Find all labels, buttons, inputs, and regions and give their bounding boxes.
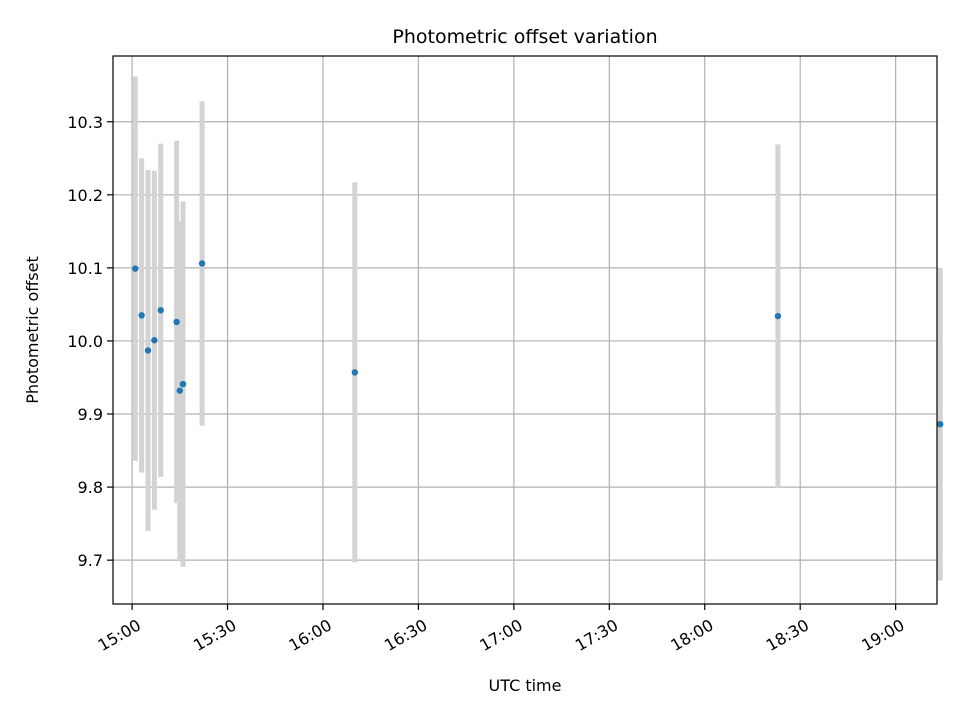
y-tick-label: 9.9 [78, 405, 103, 424]
y-tick-label: 10.0 [67, 332, 103, 351]
data-point [351, 369, 358, 376]
x-axis-label: UTC time [489, 676, 562, 695]
data-point [179, 380, 187, 388]
y-tick-label: 9.8 [78, 478, 103, 497]
x-tick-label: 16:00 [286, 615, 335, 655]
data-points [132, 260, 944, 428]
x-tick-label: 18:30 [763, 615, 812, 655]
y-axis-ticks: 9.7 9.8 9.9 10.0 10.1 10.2 10.3 [67, 113, 113, 570]
x-axis-ticks: 15:00 15:30 16:00 16:30 17:00 17:30 18:00 18:30… [95, 604, 908, 655]
y-tick-label: 10.1 [67, 259, 103, 278]
data-point [173, 318, 180, 326]
x-tick-label: 18:00 [667, 615, 716, 655]
x-tick-label: 15:30 [190, 615, 239, 655]
chart-title: Photometric offset variation [392, 26, 657, 48]
error-bars [132, 76, 943, 581]
y-tick-label: 10.2 [67, 186, 103, 205]
data-point [151, 337, 158, 344]
data-point [774, 312, 782, 320]
data-point [198, 260, 206, 267]
data-point [144, 347, 152, 354]
y-axis-label: Photometric offset [23, 256, 42, 404]
data-point [176, 387, 184, 394]
y-tick-label: 10.3 [67, 113, 103, 132]
data-point [132, 265, 139, 272]
y-tick-label: 9.7 [78, 551, 103, 570]
plot-frame [112, 55, 938, 605]
data-point [936, 421, 944, 428]
grid-lines [113, 56, 937, 604]
x-tick-label: 17:30 [572, 615, 621, 655]
x-tick-label: 17:00 [476, 615, 525, 655]
x-tick-label: 15:00 [95, 615, 144, 655]
x-tick-label: 16:30 [381, 615, 430, 655]
data-point [138, 312, 145, 319]
x-tick-label: 19:00 [858, 615, 907, 655]
data-point [157, 307, 164, 314]
